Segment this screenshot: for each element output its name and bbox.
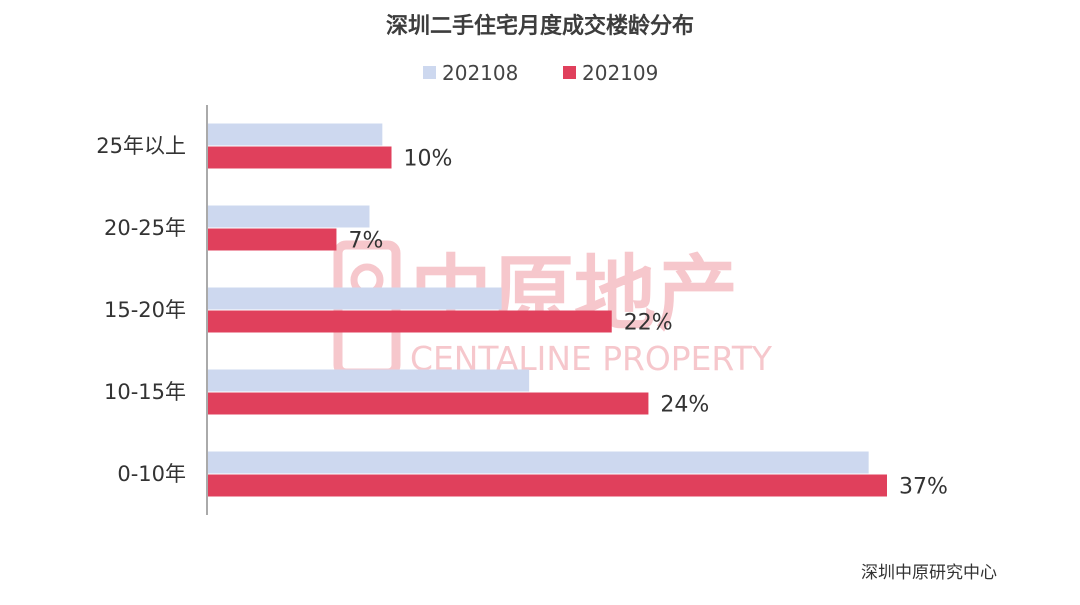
legend: 202108 202109 (423, 61, 658, 85)
category-label: 15-20年 (104, 298, 186, 322)
bar-202108-2 (208, 287, 502, 310)
bar-202108-0 (208, 123, 383, 146)
bar-202109-0 (208, 146, 392, 169)
bar-202109-3 (208, 392, 649, 415)
category-labels: 25年以上 20-25年 15-20年 10-15年 0-10年 (96, 134, 186, 486)
category-label: 20-25年 (104, 216, 186, 240)
category-label: 10-15年 (104, 380, 186, 404)
chart-title: 深圳二手住宅月度成交楼龄分布 (386, 13, 694, 39)
data-label-202109-3: 24% (660, 393, 709, 418)
data-label-202109-0: 10% (404, 147, 453, 172)
bar-202109-1 (208, 228, 337, 251)
source-note: 深圳中原研究中心 (861, 563, 997, 583)
legend-swatch-202108 (423, 66, 436, 79)
data-labels: 10% 7% 22% 24% 37% (348, 147, 947, 500)
data-label-202109-4: 37% (899, 475, 948, 500)
bar-202109-4 (208, 474, 887, 497)
category-label: 25年以上 (96, 134, 186, 158)
category-label: 0-10年 (117, 462, 186, 486)
bar-202108-4 (208, 451, 869, 474)
legend-label-202109: 202109 (582, 61, 658, 85)
bar-202108-3 (208, 369, 530, 392)
bar-202109-2 (208, 310, 612, 333)
legend-label-202108: 202108 (442, 61, 518, 85)
legend-swatch-202109 (563, 66, 576, 79)
bar-202108-1 (208, 205, 370, 228)
data-label-202109-2: 22% (624, 311, 673, 336)
bars (208, 123, 887, 497)
data-label-202109-1: 7% (348, 229, 383, 254)
